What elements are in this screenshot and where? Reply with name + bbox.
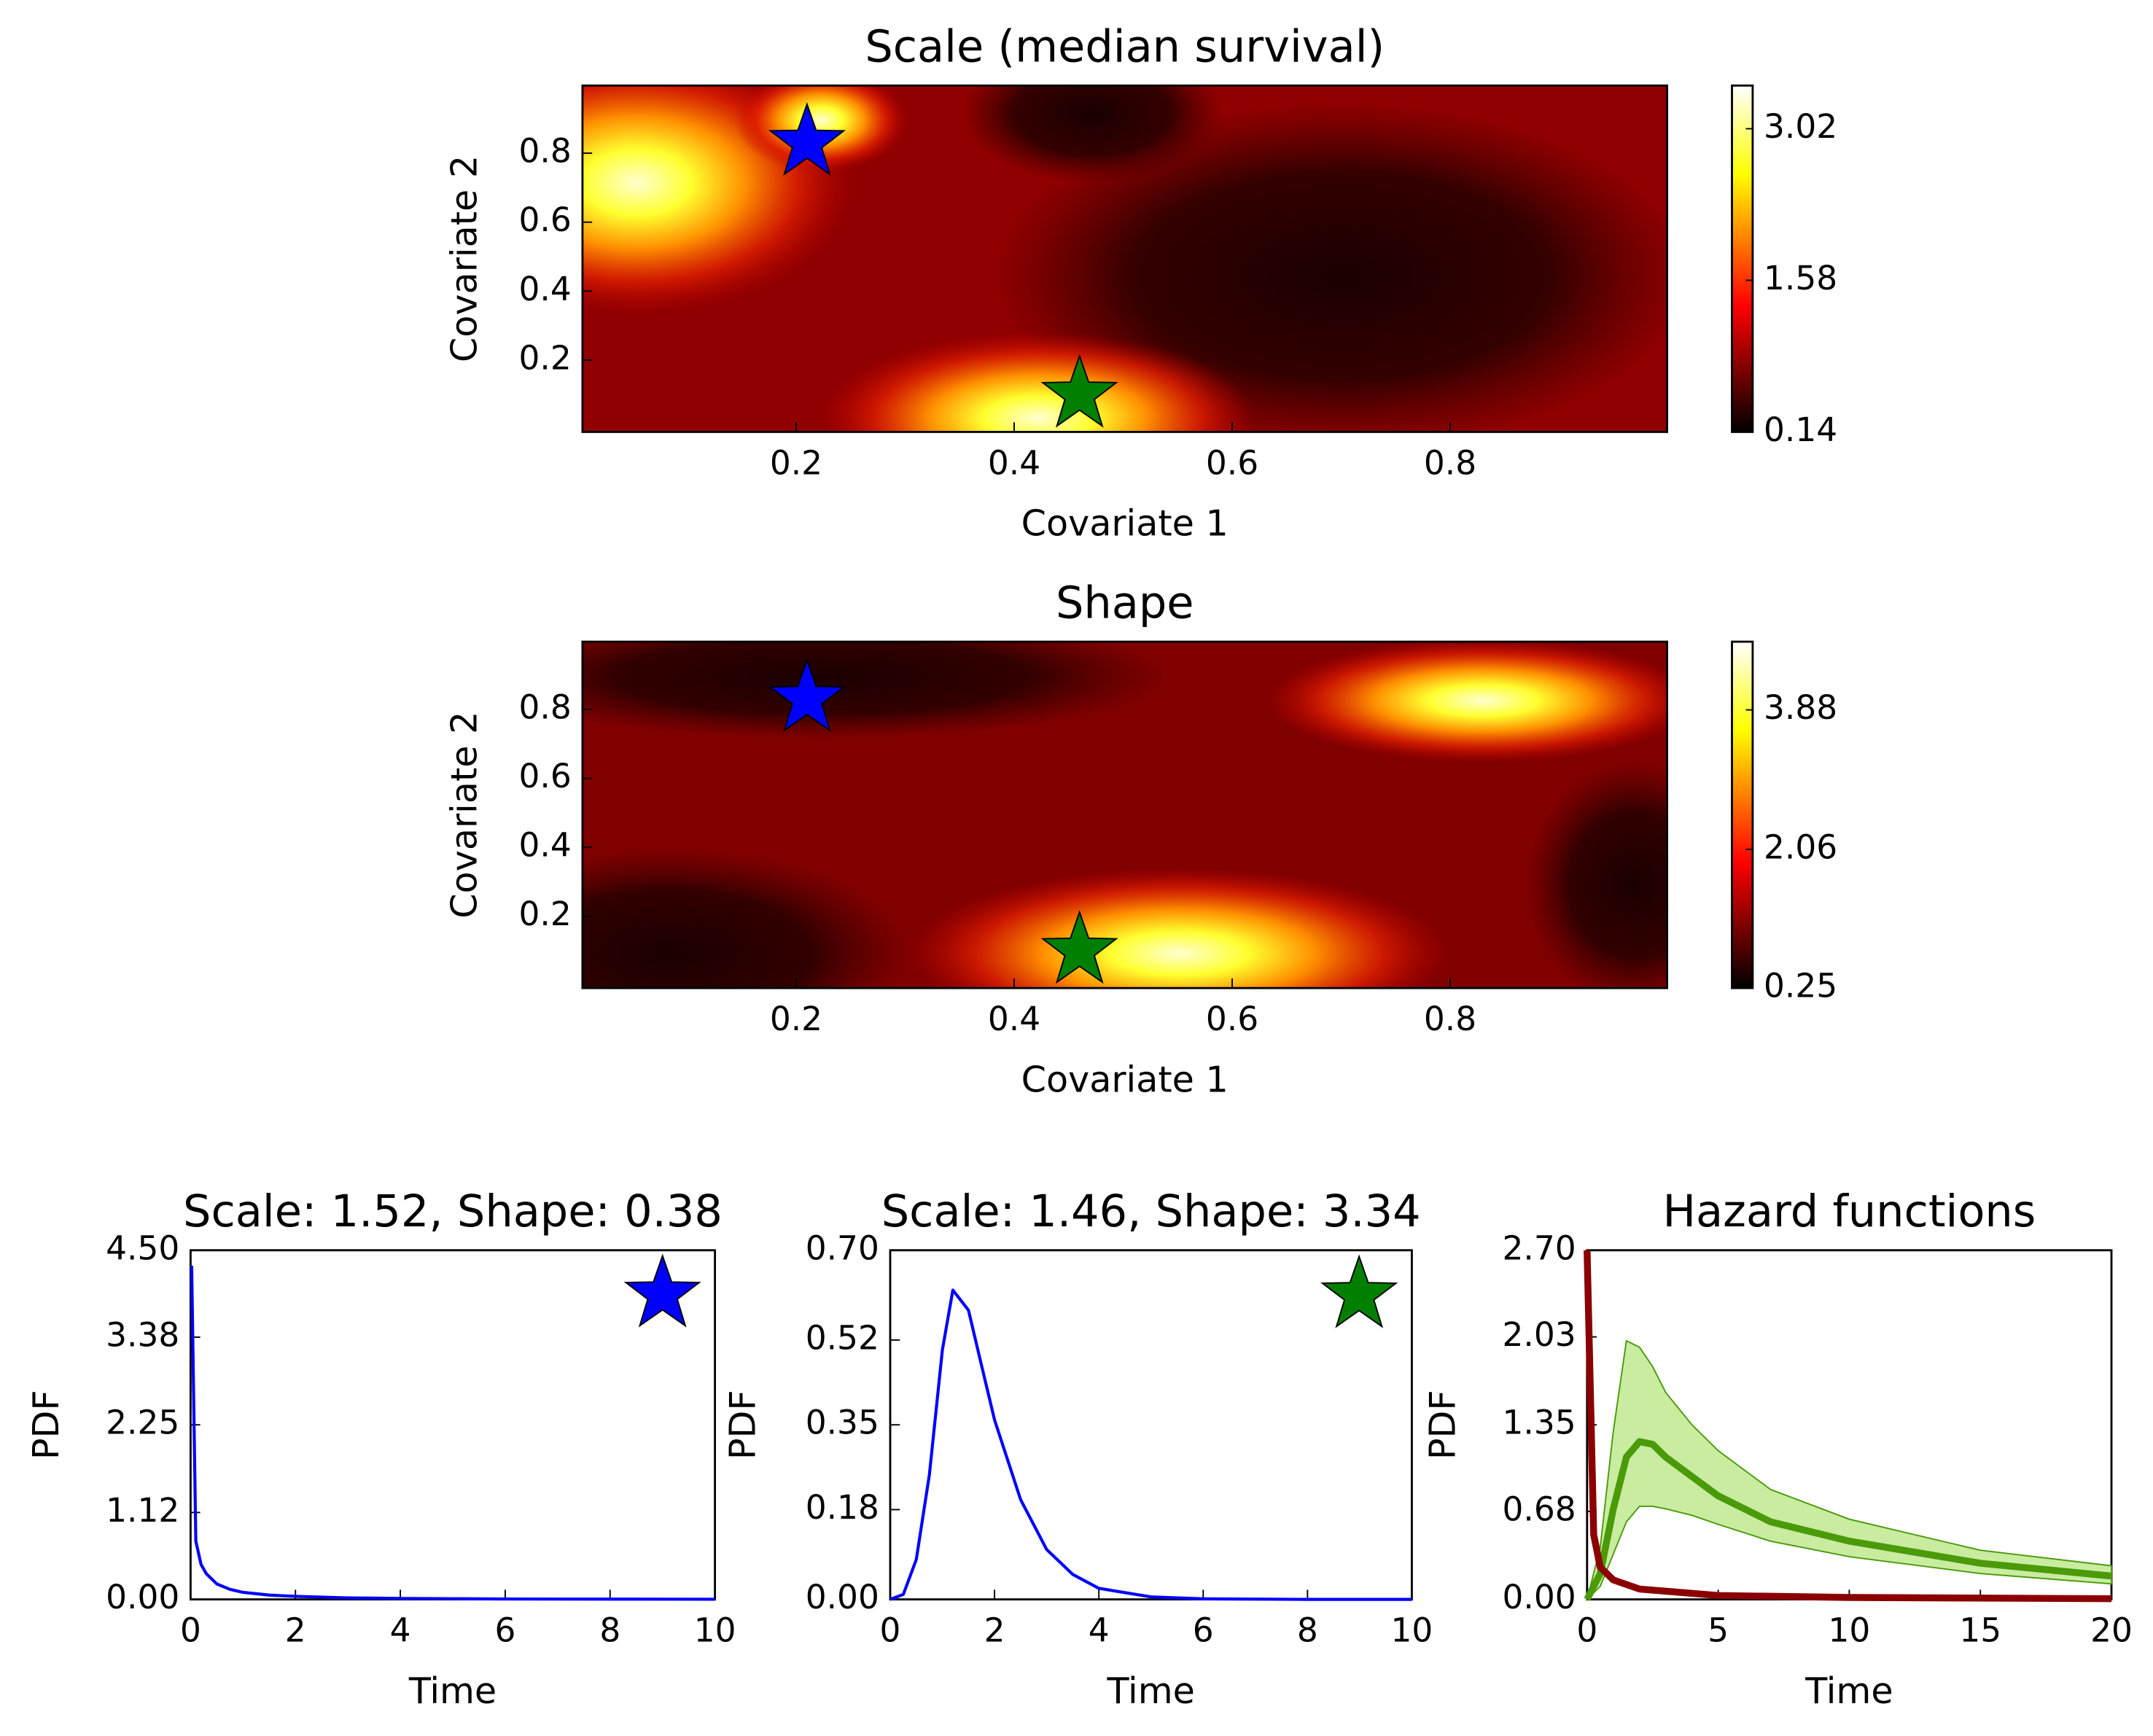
colorbar-tick-label: 3.88 [1764, 688, 1837, 727]
y-tick-label: 0.68 [1503, 1490, 1576, 1529]
colorbar-tick-label: 2.06 [1764, 828, 1837, 866]
y-axis-label: PDF [722, 1390, 764, 1460]
x-tick-label: 8 [599, 1611, 620, 1650]
y-tick-label: 0.00 [106, 1578, 179, 1616]
x-axis-label: Time [1107, 1670, 1195, 1712]
colorbar [1731, 640, 1754, 989]
x-tick-label: 10 [694, 1611, 736, 1650]
y-tick-label: 0.6 [519, 201, 572, 239]
star-marker [768, 658, 846, 732]
x-axis-label: Time [1804, 1670, 1893, 1712]
x-tick-label: 2 [984, 1611, 1005, 1650]
x-tick-label: 0.8 [1424, 443, 1476, 482]
chart-title: Scale: 1.52, Shape: 0.38 [183, 1186, 723, 1237]
x-tick-label: 0.6 [1206, 1000, 1258, 1038]
star-marker [1040, 354, 1118, 428]
y-axis-label: Covariate 2 [443, 712, 485, 919]
y-tick-label: 0.6 [519, 757, 572, 795]
line [190, 1265, 715, 1601]
chart-title: Scale (median survival) [865, 22, 1385, 73]
line [1584, 1438, 2112, 1601]
colorbar-tick-label: 3.02 [1764, 107, 1837, 146]
chart-title: Shape [1056, 577, 1194, 628]
colorbar-tick-label: 1.58 [1764, 259, 1837, 297]
y-tick-label: 1.12 [106, 1491, 179, 1530]
y-tick-label: 1.35 [1503, 1404, 1576, 1442]
y-axis-label: Covariate 2 [443, 155, 485, 362]
field-blob [582, 642, 1169, 739]
x-tick-label: 4 [1089, 1611, 1110, 1650]
contour-field [582, 85, 1667, 432]
y-tick-label: 0.18 [806, 1488, 879, 1527]
x-tick-label: 4 [390, 1611, 411, 1650]
x-tick-label: 0.6 [1206, 443, 1258, 482]
field-blob [734, 85, 908, 173]
y-axis-label: PDF [1421, 1390, 1463, 1460]
x-tick-label: 0.4 [988, 443, 1040, 482]
x-tick-label: 6 [1193, 1611, 1214, 1650]
line [1584, 1250, 2112, 1603]
y-tick-label: 0.00 [806, 1578, 879, 1616]
confidence-band [1586, 1339, 2112, 1602]
y-tick-label: 2.03 [1503, 1315, 1576, 1354]
x-axis-label: Covariate 1 [1021, 502, 1229, 545]
y-tick-label: 0.8 [519, 688, 572, 726]
colorbar-tick-label: 0.25 [1764, 967, 1837, 1005]
y-axis-label: PDF [25, 1390, 67, 1460]
y-tick-label: 0.2 [519, 338, 572, 377]
x-tick-label: 6 [494, 1611, 515, 1650]
colorbar [1731, 84, 1754, 433]
y-tick-label: 2.70 [1503, 1229, 1576, 1267]
x-tick-label: 0.2 [770, 1000, 822, 1038]
y-tick-label: 0.8 [519, 132, 572, 171]
x-tick-label: 0 [1576, 1611, 1597, 1650]
star-marker [1320, 1254, 1398, 1328]
star-marker [768, 102, 846, 176]
y-tick-label: 0.70 [806, 1229, 879, 1267]
field-blob [1266, 642, 1667, 763]
y-tick-label: 0.35 [806, 1404, 879, 1442]
y-tick-label: 0.52 [806, 1318, 879, 1357]
x-tick-label: 20 [2090, 1611, 2133, 1650]
x-tick-label: 2 [285, 1611, 306, 1650]
x-tick-label: 15 [1959, 1611, 2001, 1650]
x-tick-label: 0 [880, 1611, 901, 1650]
contour-field [582, 642, 1667, 989]
field-blob [1526, 763, 1667, 989]
colorbar-tick-label: 0.14 [1764, 410, 1837, 449]
x-tick-label: 10 [1391, 1611, 1433, 1650]
x-tick-label: 0.8 [1424, 1000, 1476, 1038]
axes-frame [581, 84, 1668, 433]
x-tick-label: 8 [1297, 1611, 1318, 1650]
y-tick-label: 0.00 [1503, 1578, 1576, 1616]
x-tick-label: 0.2 [770, 443, 822, 482]
star-marker [1040, 910, 1118, 984]
field-blob [962, 85, 1223, 183]
y-tick-label: 0.4 [519, 826, 572, 865]
x-tick-label: 0 [180, 1611, 201, 1650]
axes-frame [889, 1249, 1413, 1601]
x-tick-label: 0.4 [988, 1000, 1040, 1038]
x-axis-label: Time [408, 1670, 497, 1712]
axes-frame [189, 1249, 717, 1601]
x-tick-label: 10 [1829, 1611, 1871, 1650]
axes-frame [581, 640, 1668, 989]
field-blob [582, 849, 908, 989]
field-blob [821, 331, 1255, 432]
y-tick-label: 4.50 [106, 1229, 179, 1267]
chart-title: Hazard functions [1662, 1186, 2036, 1237]
y-tick-label: 0.4 [519, 270, 572, 308]
y-tick-label: 2.25 [106, 1404, 179, 1442]
chart-title: Scale: 1.46, Shape: 3.34 [881, 1186, 1421, 1237]
star-marker [623, 1253, 701, 1328]
line [889, 1288, 1412, 1601]
y-tick-label: 3.38 [106, 1315, 179, 1354]
field-blob [908, 866, 1450, 989]
x-tick-label: 5 [1708, 1611, 1729, 1650]
x-axis-label: Covariate 1 [1021, 1058, 1229, 1100]
y-tick-label: 0.2 [519, 895, 572, 933]
